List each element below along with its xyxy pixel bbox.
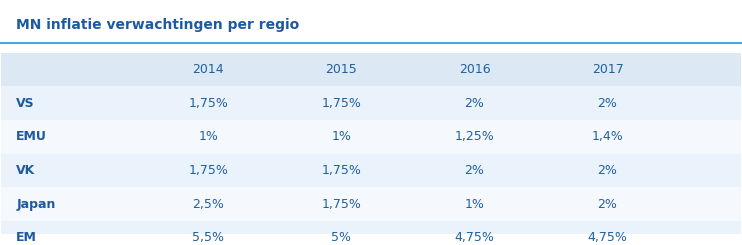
Text: 1,75%: 1,75% bbox=[188, 97, 229, 110]
Text: 2%: 2% bbox=[597, 198, 617, 211]
Text: 2%: 2% bbox=[464, 97, 485, 110]
Text: 2017: 2017 bbox=[591, 63, 623, 76]
Text: EM: EM bbox=[16, 231, 37, 244]
Text: 1,4%: 1,4% bbox=[591, 130, 623, 143]
Text: 4,75%: 4,75% bbox=[588, 231, 628, 244]
Text: 5,5%: 5,5% bbox=[192, 231, 224, 244]
Text: VS: VS bbox=[16, 97, 35, 110]
Text: 5%: 5% bbox=[332, 231, 352, 244]
Text: 2%: 2% bbox=[464, 164, 485, 177]
Text: 2014: 2014 bbox=[193, 63, 224, 76]
Text: 1%: 1% bbox=[464, 198, 485, 211]
Text: 2016: 2016 bbox=[459, 63, 490, 76]
Text: EMU: EMU bbox=[16, 130, 47, 143]
Text: 1%: 1% bbox=[332, 130, 352, 143]
Text: 2015: 2015 bbox=[326, 63, 358, 76]
Text: 2,5%: 2,5% bbox=[192, 198, 224, 211]
FancyBboxPatch shape bbox=[1, 120, 741, 154]
FancyBboxPatch shape bbox=[1, 187, 741, 221]
Text: 1,75%: 1,75% bbox=[321, 198, 361, 211]
Text: Japan: Japan bbox=[16, 198, 56, 211]
Text: 2%: 2% bbox=[597, 164, 617, 177]
FancyBboxPatch shape bbox=[1, 154, 741, 187]
FancyBboxPatch shape bbox=[1, 86, 741, 120]
Text: 4,75%: 4,75% bbox=[455, 231, 494, 244]
Text: 1%: 1% bbox=[198, 130, 218, 143]
Text: MN inflatie verwachtingen per regio: MN inflatie verwachtingen per regio bbox=[16, 18, 300, 32]
Text: VK: VK bbox=[16, 164, 36, 177]
Text: 1,75%: 1,75% bbox=[321, 97, 361, 110]
Text: 1,75%: 1,75% bbox=[188, 164, 229, 177]
Text: 2%: 2% bbox=[597, 97, 617, 110]
FancyBboxPatch shape bbox=[1, 221, 741, 245]
FancyBboxPatch shape bbox=[1, 52, 741, 86]
Text: 1,75%: 1,75% bbox=[321, 164, 361, 177]
Text: 1,25%: 1,25% bbox=[455, 130, 494, 143]
